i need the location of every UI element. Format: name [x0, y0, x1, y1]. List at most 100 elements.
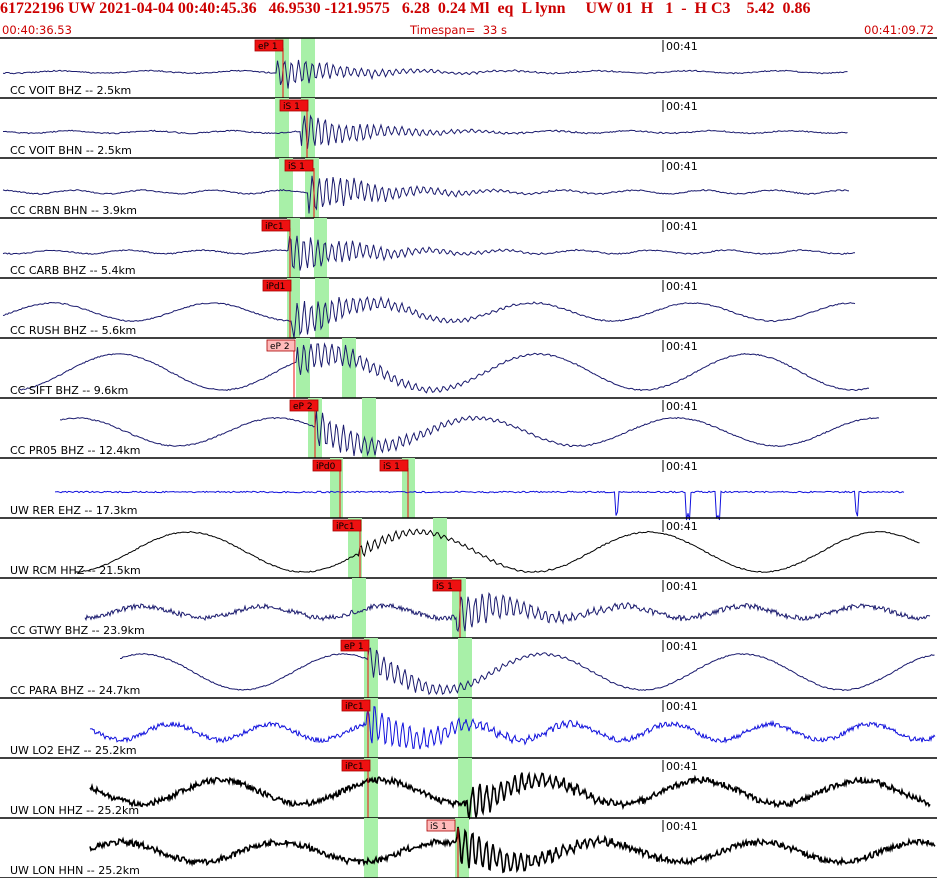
pick-marker[interactable]	[284, 159, 314, 172]
start-time-label: 00:40:36.53	[2, 23, 72, 37]
pick-label: eP 2	[270, 342, 290, 352]
trace-row[interactable]: iS 1 00:41 CC GTWY BHZ -- 23.9km	[0, 578, 937, 639]
waveform-line	[120, 647, 935, 696]
station-label: UW RCM HHZ -- 21.5km	[10, 564, 141, 577]
phase-window	[458, 698, 472, 758]
pick-marker[interactable]	[262, 279, 292, 292]
waveform-line	[2, 235, 856, 271]
pick-marker[interactable]	[379, 459, 409, 472]
pick-label: iS 1	[436, 582, 453, 592]
time-marker-label: 00:41	[666, 640, 698, 653]
phase-window	[301, 38, 315, 98]
trace-row[interactable]: eP 1 00:41 CC VOIT BHZ -- 2.5km	[0, 38, 937, 99]
time-marker-label: 00:41	[666, 280, 698, 293]
pick-marker[interactable]	[254, 39, 284, 52]
station-label: CC PARA BHZ -- 24.7km	[10, 684, 140, 697]
waveform-line	[89, 771, 931, 820]
phase-window	[315, 278, 329, 338]
waveform-line	[84, 592, 931, 633]
pick-label: eP 2	[293, 402, 313, 412]
pick-label: eP 1	[258, 42, 278, 52]
pick-marker[interactable]	[289, 399, 319, 412]
time-marker-label: 00:41	[666, 460, 698, 473]
pick-label: iS 1	[430, 822, 447, 832]
pick-marker[interactable]	[266, 339, 296, 352]
time-marker-label: 00:41	[666, 160, 698, 173]
trace-row[interactable]: eP 2 00:41 CC SIFT BHZ -- 9.6km	[0, 338, 937, 399]
phase-window	[352, 578, 366, 638]
phase-window	[348, 518, 362, 578]
pick-marker[interactable]	[341, 759, 371, 772]
time-marker-label: 00:41	[666, 820, 698, 833]
waveform-line	[54, 490, 905, 521]
end-time-label: 00:41:09.72	[864, 23, 934, 37]
pick-label: iPd0	[316, 462, 336, 472]
time-marker-label: 00:41	[666, 580, 698, 593]
phase-window	[452, 578, 466, 638]
phase-window	[314, 218, 327, 278]
pick-label: iPc1	[265, 222, 284, 232]
phase-window	[296, 338, 310, 398]
pick-label: iPc1	[345, 762, 364, 772]
pick-marker[interactable]	[432, 579, 462, 592]
timespan-label: Timespan= 33 s	[410, 23, 507, 37]
time-marker-label: 00:41	[666, 400, 698, 413]
waveform-line	[3, 114, 848, 149]
waveform-line	[2, 175, 850, 214]
station-label: CC VOIT BHZ -- 2.5km	[10, 84, 131, 97]
trace-row[interactable]: iPd0 iS 1 00:41 UW RER EHZ -- 17.3km	[0, 458, 937, 521]
pick-label: iPc1	[336, 522, 355, 532]
pick-marker[interactable]	[340, 639, 370, 652]
pick-label: iPc1	[345, 702, 364, 712]
trace-row[interactable]: iPc1 00:41 CC CARB BHZ -- 5.4km	[0, 218, 937, 279]
pick-label: iS 1	[283, 102, 300, 112]
phase-window	[364, 818, 378, 878]
phase-window	[342, 338, 356, 398]
trace-row[interactable]: eP 2 00:41 CC PR05 BHZ -- 12.4km	[0, 398, 937, 459]
trace-row[interactable]: iS 1 00:41 CC CRBN BHN -- 3.9km	[0, 158, 937, 219]
station-label: CC SIFT BHZ -- 9.6km	[10, 384, 128, 397]
phase-window	[275, 98, 289, 158]
waveform-line	[89, 826, 936, 874]
time-marker-label: 00:41	[666, 220, 698, 233]
time-marker-label: 00:41	[666, 700, 698, 713]
pick-marker[interactable]	[426, 819, 456, 832]
station-label: CC PR05 BHZ -- 12.4km	[10, 444, 141, 457]
pick-marker[interactable]	[279, 99, 309, 112]
station-label: CC GTWY BHZ -- 23.9km	[10, 624, 145, 637]
waveform-line	[2, 295, 856, 339]
time-marker-label: 00:41	[666, 760, 698, 773]
station-label: CC CRBN BHN -- 3.9km	[10, 204, 137, 217]
pick-label: iS 1	[288, 162, 305, 172]
station-label: CC VOIT BHN -- 2.5km	[10, 144, 132, 157]
pick-marker[interactable]	[332, 519, 362, 532]
waveform-line	[19, 342, 870, 394]
waveform-line	[2, 59, 848, 89]
station-label: CC RUSH BHZ -- 5.6km	[10, 324, 136, 337]
pick-label: iS 1	[383, 462, 400, 472]
station-label: UW LO2 EHZ -- 25.2km	[10, 744, 137, 757]
trace-row[interactable]: iS 1 00:41 CC VOIT BHN -- 2.5km	[0, 98, 937, 159]
trace-row[interactable]: iPc1 00:41 UW RCM HHZ -- 21.5km	[0, 518, 937, 579]
station-label: UW LON HHN -- 25.2km	[10, 864, 140, 877]
trace-row[interactable]: iPc1 00:41 UW LO2 EHZ -- 25.2km	[0, 698, 937, 759]
station-label: CC CARB BHZ -- 5.4km	[10, 264, 136, 277]
phase-window	[275, 38, 289, 98]
pick-label: eP 1	[344, 642, 364, 652]
trace-row[interactable]: iS 1 00:41 UW LON HHN -- 25.2km	[0, 818, 937, 878]
pick-marker[interactable]	[261, 219, 291, 232]
pick-label: iPd1	[266, 282, 285, 292]
time-marker-label: 00:41	[666, 100, 698, 113]
pick-marker[interactable]	[312, 459, 342, 472]
pick-marker[interactable]	[341, 699, 371, 712]
phase-window	[433, 518, 447, 578]
trace-row[interactable]: eP 1 00:41 CC PARA BHZ -- 24.7km	[0, 638, 937, 699]
event-summary-header: 61722196 UW 2021-04-04 00:40:45.36 46.95…	[0, 0, 811, 17]
trace-row[interactable]: iPd1 00:41 CC RUSH BHZ -- 5.6km	[0, 278, 937, 339]
phase-window	[301, 98, 315, 158]
phase-window	[279, 158, 293, 218]
trace-row[interactable]: iPc1 00:41 UW LON HHZ -- 25.2km	[0, 758, 937, 820]
station-label: UW RER EHZ -- 17.3km	[10, 504, 137, 517]
time-marker-label: 00:41	[666, 40, 698, 53]
